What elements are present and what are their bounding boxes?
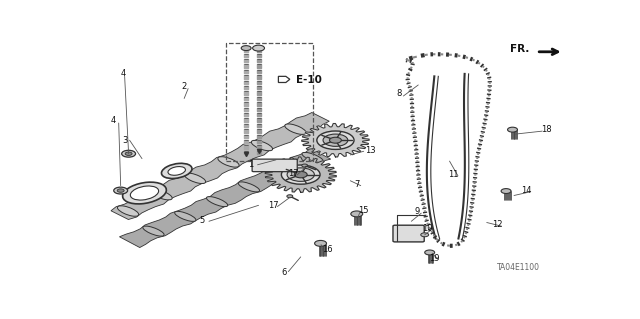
Text: 5: 5 (199, 216, 204, 225)
Ellipse shape (131, 186, 159, 200)
Circle shape (122, 150, 136, 157)
Ellipse shape (282, 165, 320, 184)
Text: 2: 2 (182, 82, 187, 91)
Ellipse shape (123, 182, 166, 204)
Text: 6: 6 (282, 268, 287, 277)
Text: 4: 4 (111, 116, 116, 125)
Text: 18: 18 (541, 125, 552, 134)
Text: 7: 7 (354, 180, 360, 189)
Text: 10: 10 (422, 224, 433, 233)
Text: 15: 15 (358, 206, 369, 215)
Ellipse shape (317, 131, 354, 149)
Circle shape (294, 171, 307, 178)
Circle shape (315, 241, 326, 246)
Ellipse shape (285, 124, 306, 134)
Text: 11: 11 (448, 170, 458, 179)
Text: 17: 17 (288, 169, 299, 178)
Circle shape (420, 233, 429, 237)
Text: E-10: E-10 (296, 75, 322, 85)
Text: 14: 14 (521, 186, 532, 195)
Circle shape (117, 189, 124, 192)
Ellipse shape (161, 163, 192, 179)
FancyBboxPatch shape (393, 225, 424, 242)
Text: FR.: FR. (509, 44, 529, 54)
Polygon shape (111, 113, 329, 219)
Ellipse shape (218, 157, 239, 167)
Polygon shape (120, 148, 331, 248)
Ellipse shape (151, 189, 172, 200)
Text: 1: 1 (248, 160, 253, 169)
Text: 13: 13 (365, 145, 376, 154)
Text: 4: 4 (121, 70, 126, 78)
Text: 12: 12 (492, 220, 503, 229)
Circle shape (114, 187, 127, 194)
Circle shape (330, 137, 341, 143)
Ellipse shape (238, 182, 260, 192)
Circle shape (351, 211, 363, 217)
Circle shape (241, 46, 251, 51)
Circle shape (501, 189, 511, 194)
Bar (227, 43, 313, 161)
Text: TA04E1100: TA04E1100 (497, 263, 540, 272)
Polygon shape (265, 157, 337, 192)
Polygon shape (278, 76, 290, 83)
Ellipse shape (323, 134, 348, 146)
Text: 9: 9 (415, 207, 420, 216)
Circle shape (287, 195, 292, 198)
Polygon shape (301, 123, 369, 157)
Circle shape (301, 164, 308, 167)
Ellipse shape (184, 173, 205, 183)
Circle shape (425, 250, 435, 255)
Text: 16: 16 (322, 245, 332, 254)
Ellipse shape (287, 168, 314, 182)
Ellipse shape (302, 152, 323, 162)
Circle shape (125, 152, 132, 155)
Text: 17: 17 (268, 201, 279, 210)
Text: 8: 8 (396, 89, 402, 98)
Text: 3: 3 (122, 136, 127, 145)
Text: 19: 19 (429, 254, 440, 263)
Ellipse shape (168, 167, 186, 175)
Ellipse shape (143, 226, 164, 236)
Ellipse shape (175, 211, 196, 221)
Ellipse shape (270, 167, 291, 177)
Ellipse shape (117, 206, 139, 216)
Circle shape (508, 127, 518, 132)
FancyBboxPatch shape (252, 159, 297, 172)
Ellipse shape (252, 140, 273, 151)
Circle shape (253, 45, 264, 51)
Ellipse shape (207, 197, 228, 207)
